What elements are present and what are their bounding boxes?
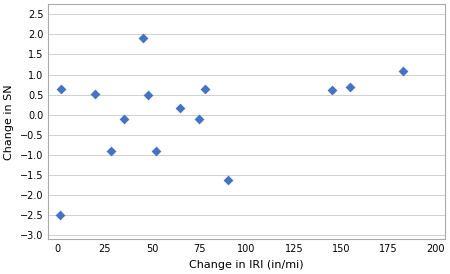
Point xyxy=(196,116,203,121)
Point xyxy=(328,88,335,92)
Point xyxy=(152,149,159,153)
Point xyxy=(145,92,152,97)
Point xyxy=(107,149,114,153)
Point xyxy=(56,213,63,218)
Point xyxy=(92,92,99,96)
Point xyxy=(58,86,65,91)
Point xyxy=(177,105,184,110)
Point xyxy=(347,85,354,90)
Point xyxy=(400,68,407,73)
Point xyxy=(202,86,209,91)
Y-axis label: Change in SN: Change in SN xyxy=(4,84,14,159)
X-axis label: Change in IRI (in/mi): Change in IRI (in/mi) xyxy=(189,260,304,270)
Point xyxy=(139,36,146,41)
Point xyxy=(120,116,127,121)
Point xyxy=(224,178,231,182)
